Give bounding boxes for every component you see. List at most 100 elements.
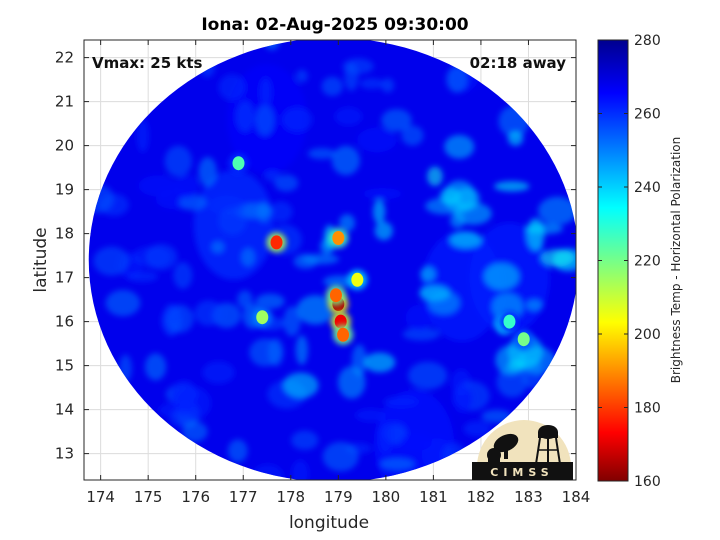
colorbar-tick-label: 160 bbox=[634, 474, 661, 490]
chart-title: Iona: 02-Aug-2025 09:30:00 bbox=[201, 15, 468, 35]
x-tick-label: 177 bbox=[229, 488, 258, 506]
texture-cell bbox=[169, 379, 199, 414]
texture-cell bbox=[334, 107, 363, 126]
texture-cell bbox=[374, 221, 393, 241]
texture-cell bbox=[178, 194, 207, 211]
texture-cell bbox=[507, 130, 524, 146]
colorbar-tick-label: 240 bbox=[634, 180, 661, 196]
texture-cell bbox=[405, 304, 434, 331]
texture-cell bbox=[255, 104, 275, 136]
texture-cell bbox=[359, 78, 385, 89]
texture-cell bbox=[452, 385, 473, 413]
x-axis-label: longitude bbox=[289, 513, 369, 533]
texture-cell bbox=[420, 266, 436, 282]
texture-cell bbox=[483, 262, 520, 290]
texture-cell bbox=[344, 62, 359, 91]
texture-cell bbox=[194, 300, 223, 326]
texture-cell bbox=[295, 69, 308, 83]
logo-band bbox=[472, 462, 573, 480]
convective-core bbox=[256, 310, 269, 325]
texture-cell bbox=[211, 240, 225, 254]
texture-cell bbox=[93, 246, 130, 276]
y-tick-label: 18 bbox=[55, 225, 74, 243]
texture-cell bbox=[136, 118, 149, 153]
x-tick-label: 179 bbox=[324, 488, 353, 506]
colorbar-ticks: 160 180 200 220 240 260 280 bbox=[598, 33, 661, 490]
time-away-label: 02:18 away bbox=[470, 54, 567, 72]
texture-cell bbox=[337, 366, 366, 399]
texture-cell bbox=[202, 361, 235, 384]
texture-cell bbox=[249, 338, 282, 367]
texture-cell bbox=[339, 214, 356, 232]
texture-cell bbox=[446, 66, 468, 93]
texture-cell bbox=[496, 366, 528, 398]
texture-cell bbox=[257, 201, 271, 223]
y-tick-label: 15 bbox=[55, 357, 74, 375]
colorbar-tick-label: 280 bbox=[634, 33, 661, 49]
texture-cell bbox=[291, 430, 319, 450]
x-tick-label: 184 bbox=[562, 488, 591, 506]
x-tick-label: 182 bbox=[467, 488, 496, 506]
x-tick-label: 183 bbox=[514, 488, 543, 506]
colorbar-label: Brightness Temp - Horizontal Polarizatio… bbox=[669, 137, 683, 384]
x-tick-label: 174 bbox=[86, 488, 115, 506]
texture-cell bbox=[526, 218, 545, 251]
texture-cell bbox=[540, 249, 575, 267]
texture-cell bbox=[274, 174, 299, 192]
texture-cell bbox=[173, 262, 193, 289]
convective-core bbox=[503, 314, 516, 329]
colorbar-tick-label: 260 bbox=[634, 107, 661, 123]
brightness-texture bbox=[88, 40, 576, 480]
texture-cell bbox=[259, 77, 272, 108]
texture-cell bbox=[449, 212, 466, 229]
texture-cell bbox=[164, 145, 193, 177]
texture-cell bbox=[218, 74, 246, 101]
texture-cell bbox=[402, 327, 440, 341]
texture-cell bbox=[293, 253, 318, 269]
convective-core bbox=[517, 332, 530, 347]
texture-cell bbox=[400, 433, 432, 451]
texture-cell bbox=[381, 78, 395, 93]
texture-cell bbox=[379, 458, 415, 470]
convective-core bbox=[270, 235, 283, 250]
texture-cell bbox=[444, 134, 475, 159]
colorbar: 160 180 200 220 240 260 280 Brightness Temp - … bbox=[597, 33, 683, 490]
y-tick-label: 21 bbox=[55, 93, 74, 111]
y-tick-label: 17 bbox=[55, 269, 74, 287]
colorbar-tick-label: 180 bbox=[634, 401, 661, 417]
y-tick-label: 16 bbox=[55, 313, 74, 331]
axis-ticks: 174 175 176 177 178 179 180 181 182 183 184 13 14 15 1… bbox=[55, 40, 590, 506]
texture-cell bbox=[237, 290, 253, 309]
texture-cell bbox=[383, 396, 419, 408]
colorbar-tick-label: 220 bbox=[634, 254, 661, 270]
microwave-swath bbox=[88, 40, 576, 480]
texture-cell bbox=[494, 181, 530, 192]
texture-cell bbox=[218, 207, 247, 236]
texture-cell bbox=[198, 157, 217, 187]
texture-cell bbox=[241, 247, 256, 267]
texture-cell bbox=[138, 175, 177, 197]
texture-cell bbox=[291, 460, 309, 480]
texture-cell bbox=[363, 352, 396, 373]
texture-cell bbox=[269, 201, 293, 223]
texture-cell bbox=[174, 174, 200, 199]
axes-frame bbox=[83, 39, 577, 481]
texture-cell bbox=[264, 170, 280, 182]
texture-cell bbox=[227, 439, 248, 463]
cimss-logo: CIMSS bbox=[472, 420, 573, 480]
convective-core bbox=[329, 288, 342, 303]
texture-cell bbox=[377, 421, 393, 454]
texture-cell bbox=[322, 441, 359, 472]
texture-cell bbox=[296, 295, 335, 325]
convective-core bbox=[232, 156, 245, 171]
texture-cell bbox=[449, 231, 482, 249]
texture-cell bbox=[295, 335, 309, 365]
texture-cell bbox=[357, 127, 397, 153]
texture-cell bbox=[408, 361, 448, 390]
y-tick-label: 14 bbox=[55, 401, 74, 419]
texture-cell bbox=[235, 100, 255, 133]
y-tick-label: 20 bbox=[55, 137, 74, 155]
colorbar-tick-label: 200 bbox=[634, 327, 661, 343]
y-tick-label: 22 bbox=[55, 49, 74, 67]
